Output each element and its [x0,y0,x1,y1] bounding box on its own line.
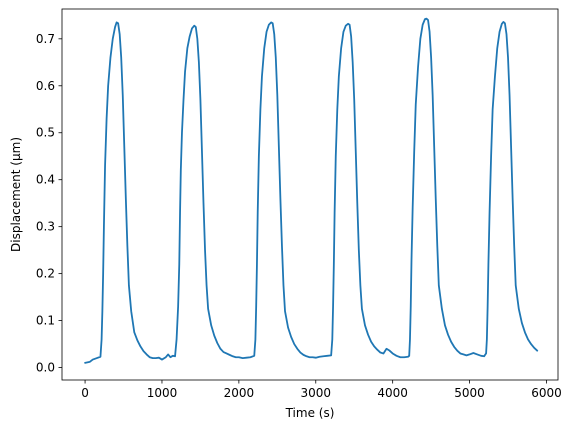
x-tick-label: 4000 [377,386,408,400]
y-tick-label: 0.7 [36,32,55,46]
x-tick-label: 5000 [454,386,485,400]
y-axis-label: Displacement (μm) [9,137,23,252]
x-axis-label: Time (s) [285,406,335,420]
y-tick-label: 0.3 [36,220,55,234]
tick-layer: 0 1000 2000 3000 4000 5000 6000 0.0 0.1 0.2 0.3 0.4… [36,32,562,400]
y-tick-label: 0.2 [36,267,55,281]
y-tick-label: 0.0 [36,361,55,375]
x-tick-label: 0 [81,386,89,400]
x-tick-label: 2000 [224,386,255,400]
y-tick-label: 0.6 [36,79,55,93]
x-tick-label: 1000 [147,386,178,400]
plot-area [62,9,558,380]
axes-frame [61,8,559,381]
y-tick-label: 0.5 [36,126,55,140]
y-tick-label: 0.4 [36,173,55,187]
x-tick-label: 3000 [300,386,331,400]
series-layer [84,17,539,364]
y-tick-label: 0.1 [36,314,55,328]
x-tick-label: 6000 [531,386,562,400]
series-line-0 [84,17,539,364]
